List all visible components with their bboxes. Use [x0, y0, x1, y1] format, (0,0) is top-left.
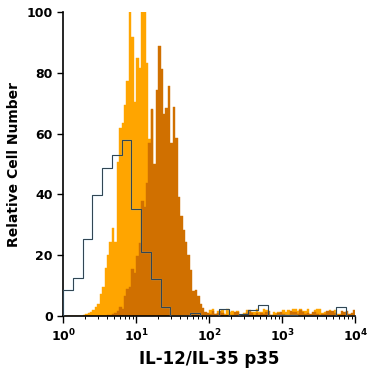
X-axis label: IL-12/IL-35 p35: IL-12/IL-35 p35	[139, 350, 279, 368]
Y-axis label: Relative Cell Number: Relative Cell Number	[7, 81, 21, 246]
